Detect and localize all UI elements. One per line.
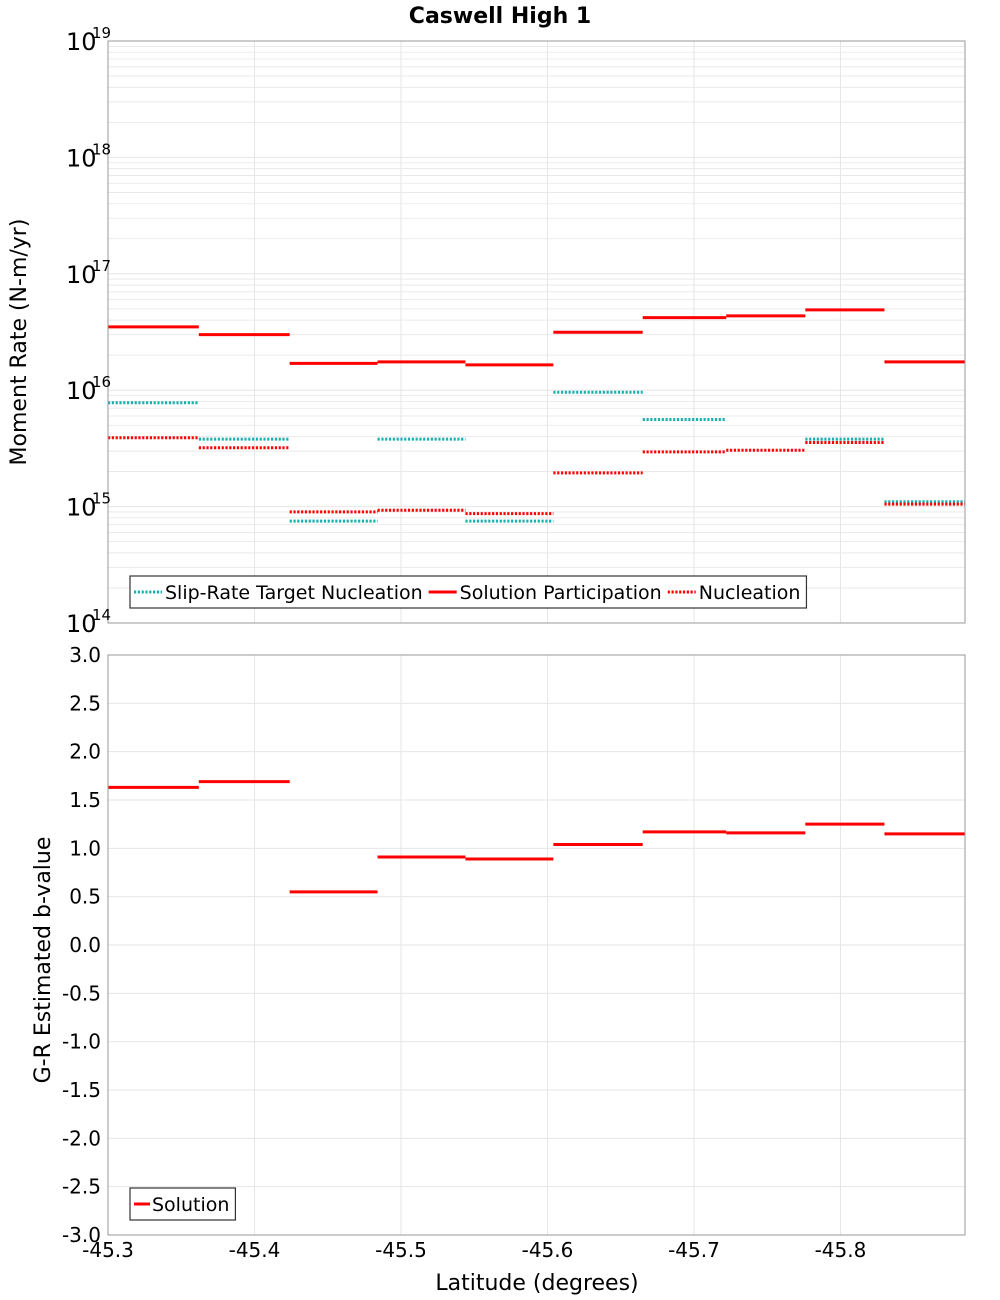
bottom-y-tick-label: -0.5 (62, 981, 101, 1005)
top-legend: Slip-Rate Target Nucleation Solution Part… (129, 575, 808, 609)
top-y-axis-label: Moment Rate (N-m/yr) (7, 219, 32, 466)
bottom-y-tick-label: 1.5 (69, 788, 101, 812)
top-series (108, 308, 965, 523)
top-y-tick-exponent: 17 (92, 257, 111, 275)
x-tick-label: -45.5 (375, 1238, 427, 1262)
top-y-tick-exponent: 19 (92, 24, 111, 42)
x-tick-label: -45.7 (668, 1238, 720, 1262)
bottom-y-tick-label: 1.0 (69, 836, 101, 860)
bottom-grid (107, 654, 965, 1236)
legend-label: Slip-Rate Target Nucleation (165, 582, 423, 604)
top-y-tick-label: 10 (66, 261, 97, 289)
bottom-y-tick-label: 0.0 (69, 933, 101, 957)
bottom-y-ticks: -3.0 -2.5 -2.0 -1.5 -1.0 -0.5 0.0 0.5 1.0 1.5 2.0 2… (62, 643, 101, 1247)
chart-title: Caswell High 1 (409, 4, 591, 29)
top-legend-box (129, 575, 808, 609)
bottom-y-axis-label: G-R Estimated b-value (31, 837, 56, 1084)
bottom-x-ticks: -45.3 -45.4 -45.5 -45.6 -45.7 -45.8 (82, 1238, 866, 1262)
top-y-tick-exponent: 14 (92, 606, 111, 624)
x-tick-label: -45.4 (229, 1238, 281, 1262)
top-plot-frame (107, 40, 966, 624)
legend-label: Solution (152, 1194, 229, 1216)
bottom-y-tick-label: 2.5 (69, 691, 101, 715)
top-y-tick-label: 10 (66, 610, 97, 638)
bottom-series (108, 780, 965, 894)
bottom-y-tick-label: -3.0 (62, 1223, 101, 1247)
bottom-y-tick-label: 2.0 (69, 740, 101, 764)
bottom-y-tick-label: -2.0 (62, 1126, 101, 1150)
x-axis-label: Latitude (degrees) (435, 1271, 638, 1296)
top-y-tick-label: 10 (66, 28, 97, 56)
series-solution-participation (108, 308, 965, 367)
legend-label: Nucleation (699, 582, 801, 604)
top-y-tick-exponent: 15 (92, 490, 111, 508)
top-y-tick-label: 10 (66, 494, 97, 522)
bottom-y-tick-label: -1.5 (62, 1078, 101, 1102)
top-y-tick-label: 10 (66, 144, 97, 172)
top-y-tick-exponent: 18 (92, 140, 111, 158)
bottom-y-tick-label: 3.0 (69, 643, 101, 667)
bottom-plot-frame (107, 654, 966, 1236)
bottom-y-tick-label: -2.5 (62, 1175, 101, 1199)
bottom-y-tick-label: -1.0 (62, 1030, 101, 1054)
bottom-legend: Solution (129, 1187, 237, 1221)
x-tick-label: -45.8 (815, 1238, 867, 1262)
series-solution (108, 780, 965, 894)
series-slip-rate-target-nucleation (108, 390, 965, 523)
top-y-tick-label: 10 (66, 377, 97, 405)
top-y-tick-exponent: 16 (92, 373, 111, 391)
x-tick-label: -45.6 (522, 1238, 574, 1262)
legend-label: Solution Participation (460, 582, 662, 604)
series-nucleation (108, 436, 965, 516)
top-grid (107, 41, 965, 624)
x-tick-label: -45.3 (82, 1238, 134, 1262)
bottom-y-tick-label: 0.5 (69, 885, 101, 909)
